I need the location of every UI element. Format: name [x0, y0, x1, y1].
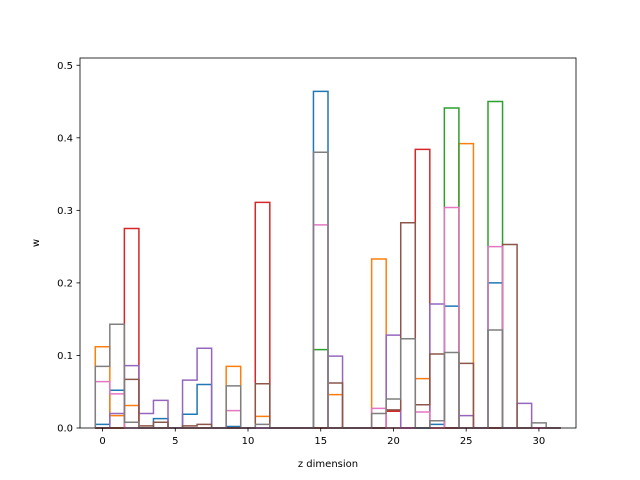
- x-tick-label: 20: [387, 436, 400, 447]
- y-tick-label: 0.2: [57, 278, 73, 289]
- y-tick-label: 0.5: [57, 61, 73, 72]
- y-tick-label: 0.0: [57, 424, 73, 435]
- y-tick-label: 0.3: [57, 206, 73, 217]
- y-tick-label: 0.1: [57, 351, 73, 362]
- x-tick-label: 0: [99, 436, 105, 447]
- y-axis-label: w: [31, 239, 42, 247]
- x-tick-label: 30: [533, 436, 546, 447]
- histogram-series-8: [94, 151, 561, 429]
- plot-area: [94, 90, 561, 429]
- x-tick-label: 5: [172, 436, 178, 447]
- axes-frame: [79, 57, 577, 429]
- x-axis-ticks: 0 5 10 15 20 25 30: [99, 428, 545, 447]
- x-tick-label: 15: [314, 436, 327, 447]
- y-axis-ticks: 0.0 0.1 0.2 0.3 0.4 0.5: [57, 61, 80, 435]
- y-tick-label: 0.4: [57, 133, 73, 144]
- x-axis-label: z dimension: [298, 459, 358, 470]
- x-tick-label: 10: [242, 436, 255, 447]
- x-tick-label: 25: [460, 436, 473, 447]
